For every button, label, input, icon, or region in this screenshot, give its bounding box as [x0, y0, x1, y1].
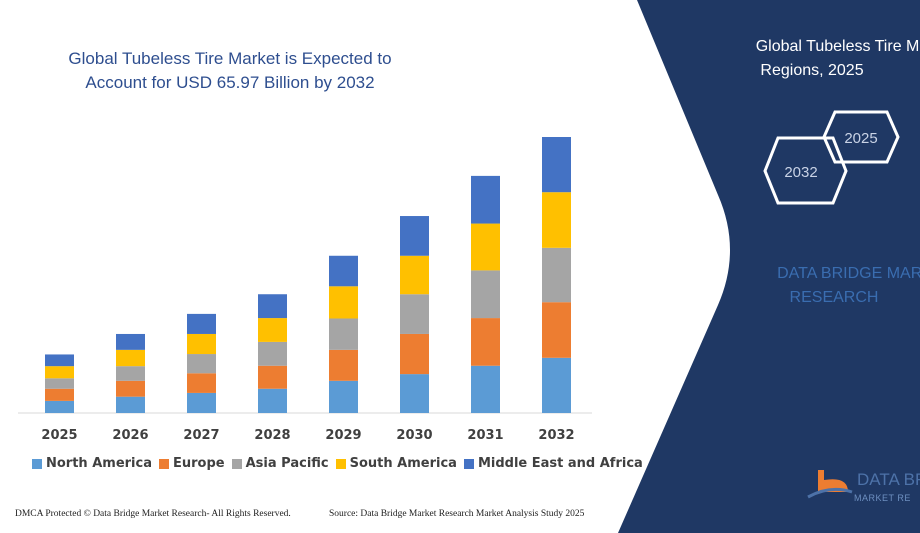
- chart-title: Global Tubeless Tire Market is Expected …: [68, 49, 392, 92]
- bar-stack-2030: [400, 216, 429, 413]
- legend-swatch: [159, 458, 169, 469]
- legend-label: Asia Pacific: [245, 456, 329, 471]
- bar-2027-north-america: [187, 392, 216, 413]
- bar-2030-middle-east-and-africa: [400, 216, 429, 256]
- logo-icon: [807, 470, 853, 499]
- x-tick-label: 2032: [538, 428, 574, 443]
- bar-2029-asia-pacific: [329, 318, 358, 350]
- side-panel-title-line2: Regions, 2025: [760, 62, 864, 79]
- bar-2031-south-america: [471, 223, 500, 271]
- x-tick-label: 2027: [183, 428, 219, 443]
- side-panel-title-line1: Global Tubeless Tire Ma: [755, 38, 920, 55]
- brand-text: DATA BRIDGE MARK RESEARCH: [740, 262, 920, 310]
- legend-item: Europe: [159, 456, 225, 471]
- bar-2027-europe: [187, 373, 216, 393]
- legend-swatch: [335, 458, 346, 469]
- bar-stack-2028: [258, 294, 287, 413]
- bar-2030-north-america: [400, 374, 429, 413]
- bar-2027-south-america: [187, 333, 216, 355]
- bar-2032-asia-pacific: [542, 247, 571, 303]
- bar-2026-south-america: [116, 349, 145, 367]
- footer-source: Source: Data Bridge Market Research Mark…: [329, 509, 585, 519]
- bar-2027-middle-east-and-africa: [187, 313, 216, 334]
- bar-2032-south-america: [542, 192, 571, 248]
- bar-2027-asia-pacific: [187, 354, 216, 374]
- bar-2030-asia-pacific: [400, 294, 429, 334]
- bar-stack-2027: [187, 313, 216, 413]
- bar-2028-middle-east-and-africa: [258, 294, 287, 319]
- bar-2029-north-america: [329, 380, 358, 413]
- legend-label: South America: [349, 456, 457, 471]
- bar-2025-asia-pacific: [45, 378, 74, 389]
- bar-2026-middle-east-and-africa: [116, 333, 145, 350]
- bar-2031-europe: [471, 318, 500, 366]
- bar-2026-north-america: [116, 396, 145, 413]
- chart-legend: North America Europe Asia Pacific South Ame…: [32, 456, 643, 471]
- bar-stack-2025: [45, 354, 74, 413]
- brand-line2: RESEARCH: [789, 289, 879, 306]
- side-panel-background: [618, 0, 920, 533]
- legend-swatch: [231, 458, 242, 469]
- brand-line1: DATA BRIDGE MARK: [777, 265, 920, 282]
- x-tick-label: 2025: [41, 428, 77, 443]
- legend-swatch: [463, 458, 474, 469]
- hex-label-2025: 2025: [844, 130, 877, 147]
- logo-subtext: MARKET RE: [854, 493, 911, 503]
- bar-2030-europe: [400, 333, 429, 375]
- stacked-bar-chart: 2025 2026 2027 2028 2029 2030 2031 2032: [18, 137, 592, 443]
- x-tick-label: 2026: [112, 428, 148, 443]
- legend-item: South America: [335, 456, 457, 471]
- x-tick-label: 2029: [325, 428, 361, 443]
- legend-label: Middle East and Africa: [477, 456, 643, 471]
- bar-stack-2029: [329, 255, 358, 413]
- footer-copyright: DMCA Protected © Data Bridge Market Rese…: [15, 509, 291, 519]
- bar-2031-north-america: [471, 365, 500, 413]
- legend-item: Middle East and Africa: [463, 456, 643, 471]
- x-tick-label: 2031: [467, 428, 503, 443]
- bar-2031-middle-east-and-africa: [471, 175, 500, 224]
- hex-label-2032: 2032: [784, 164, 817, 181]
- bar-2030-south-america: [400, 255, 429, 295]
- legend-label: North America: [46, 456, 152, 471]
- bar-stack-2031: [471, 175, 500, 413]
- bar-2028-south-america: [258, 318, 287, 342]
- bar-2028-europe: [258, 365, 287, 389]
- x-tick-label: 2028: [254, 428, 290, 443]
- legend-label: Europe: [173, 456, 225, 471]
- bar-2032-europe: [542, 302, 571, 358]
- bar-2029-middle-east-and-africa: [329, 255, 358, 287]
- bar-2029-europe: [329, 349, 358, 381]
- bar-stack-2026: [116, 333, 145, 413]
- bar-2028-asia-pacific: [258, 341, 287, 366]
- bar-2025-south-america: [45, 366, 74, 379]
- hexagon-2032: 2032: [763, 136, 848, 205]
- legend-swatch: [32, 458, 42, 469]
- logo-text: DATA BRI: [857, 470, 920, 489]
- x-tick-label: 2030: [396, 428, 432, 443]
- legend-item: North America: [32, 456, 152, 471]
- bar-2031-asia-pacific: [471, 270, 500, 319]
- bar-2025-middle-east-and-africa: [45, 354, 74, 367]
- bar-2026-europe: [116, 380, 145, 397]
- bar-2028-north-america: [258, 388, 287, 413]
- bar-2025-north-america: [45, 400, 74, 413]
- legend-item: Asia Pacific: [231, 456, 329, 471]
- side-panel-title: Global Tubeless Tire Ma Regions, 2025: [722, 35, 920, 83]
- bar-2025-europe: [45, 388, 74, 401]
- bar-2032-middle-east-and-africa: [542, 137, 571, 193]
- bar-2026-asia-pacific: [116, 366, 145, 381]
- bar-stack-2032: [542, 137, 571, 413]
- bar-2029-south-america: [329, 286, 358, 319]
- bar-2032-north-america: [542, 357, 571, 413]
